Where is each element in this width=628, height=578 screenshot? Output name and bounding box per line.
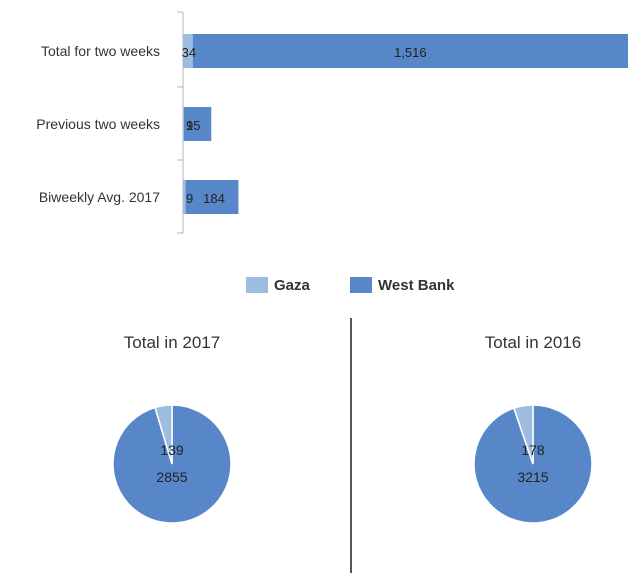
data-label-west-bank: 1,516 xyxy=(394,45,427,60)
pie-label-west-bank: 3215 xyxy=(517,469,548,485)
legend-label-west-bank: West Bank xyxy=(378,277,455,294)
y-tick-label: Total for two weeks xyxy=(41,43,160,59)
legend-swatch-gaza xyxy=(246,277,268,293)
legend-label-gaza: Gaza xyxy=(274,277,311,294)
legend-swatch-west-bank xyxy=(350,277,372,293)
data-label-west-bank: 184 xyxy=(203,191,225,206)
y-tick-label: Biweekly Avg. 2017 xyxy=(39,189,160,205)
y-tick-label: Previous two weeks xyxy=(36,116,160,132)
pie-chart-2016: Total in 2016 178 3215 xyxy=(474,333,592,523)
pie-chart-2017: Total in 2017 139 2855 xyxy=(113,333,231,523)
pie-label-gaza: 139 xyxy=(160,442,184,458)
data-label-west-bank: 95 xyxy=(186,118,200,133)
data-label-gaza: 34 xyxy=(182,45,196,60)
pie-title: Total in 2016 xyxy=(485,333,581,352)
bar-chart: Total for two weeks 34 1,516 Previous two w… xyxy=(36,12,628,233)
bar-gaza xyxy=(183,107,184,141)
pie-title: Total in 2017 xyxy=(124,333,220,352)
pie-label-gaza: 178 xyxy=(521,442,545,458)
data-label-gaza: 9 xyxy=(186,191,193,206)
pie-label-west-bank: 2855 xyxy=(156,469,187,485)
legend: Gaza West Bank xyxy=(246,277,455,294)
